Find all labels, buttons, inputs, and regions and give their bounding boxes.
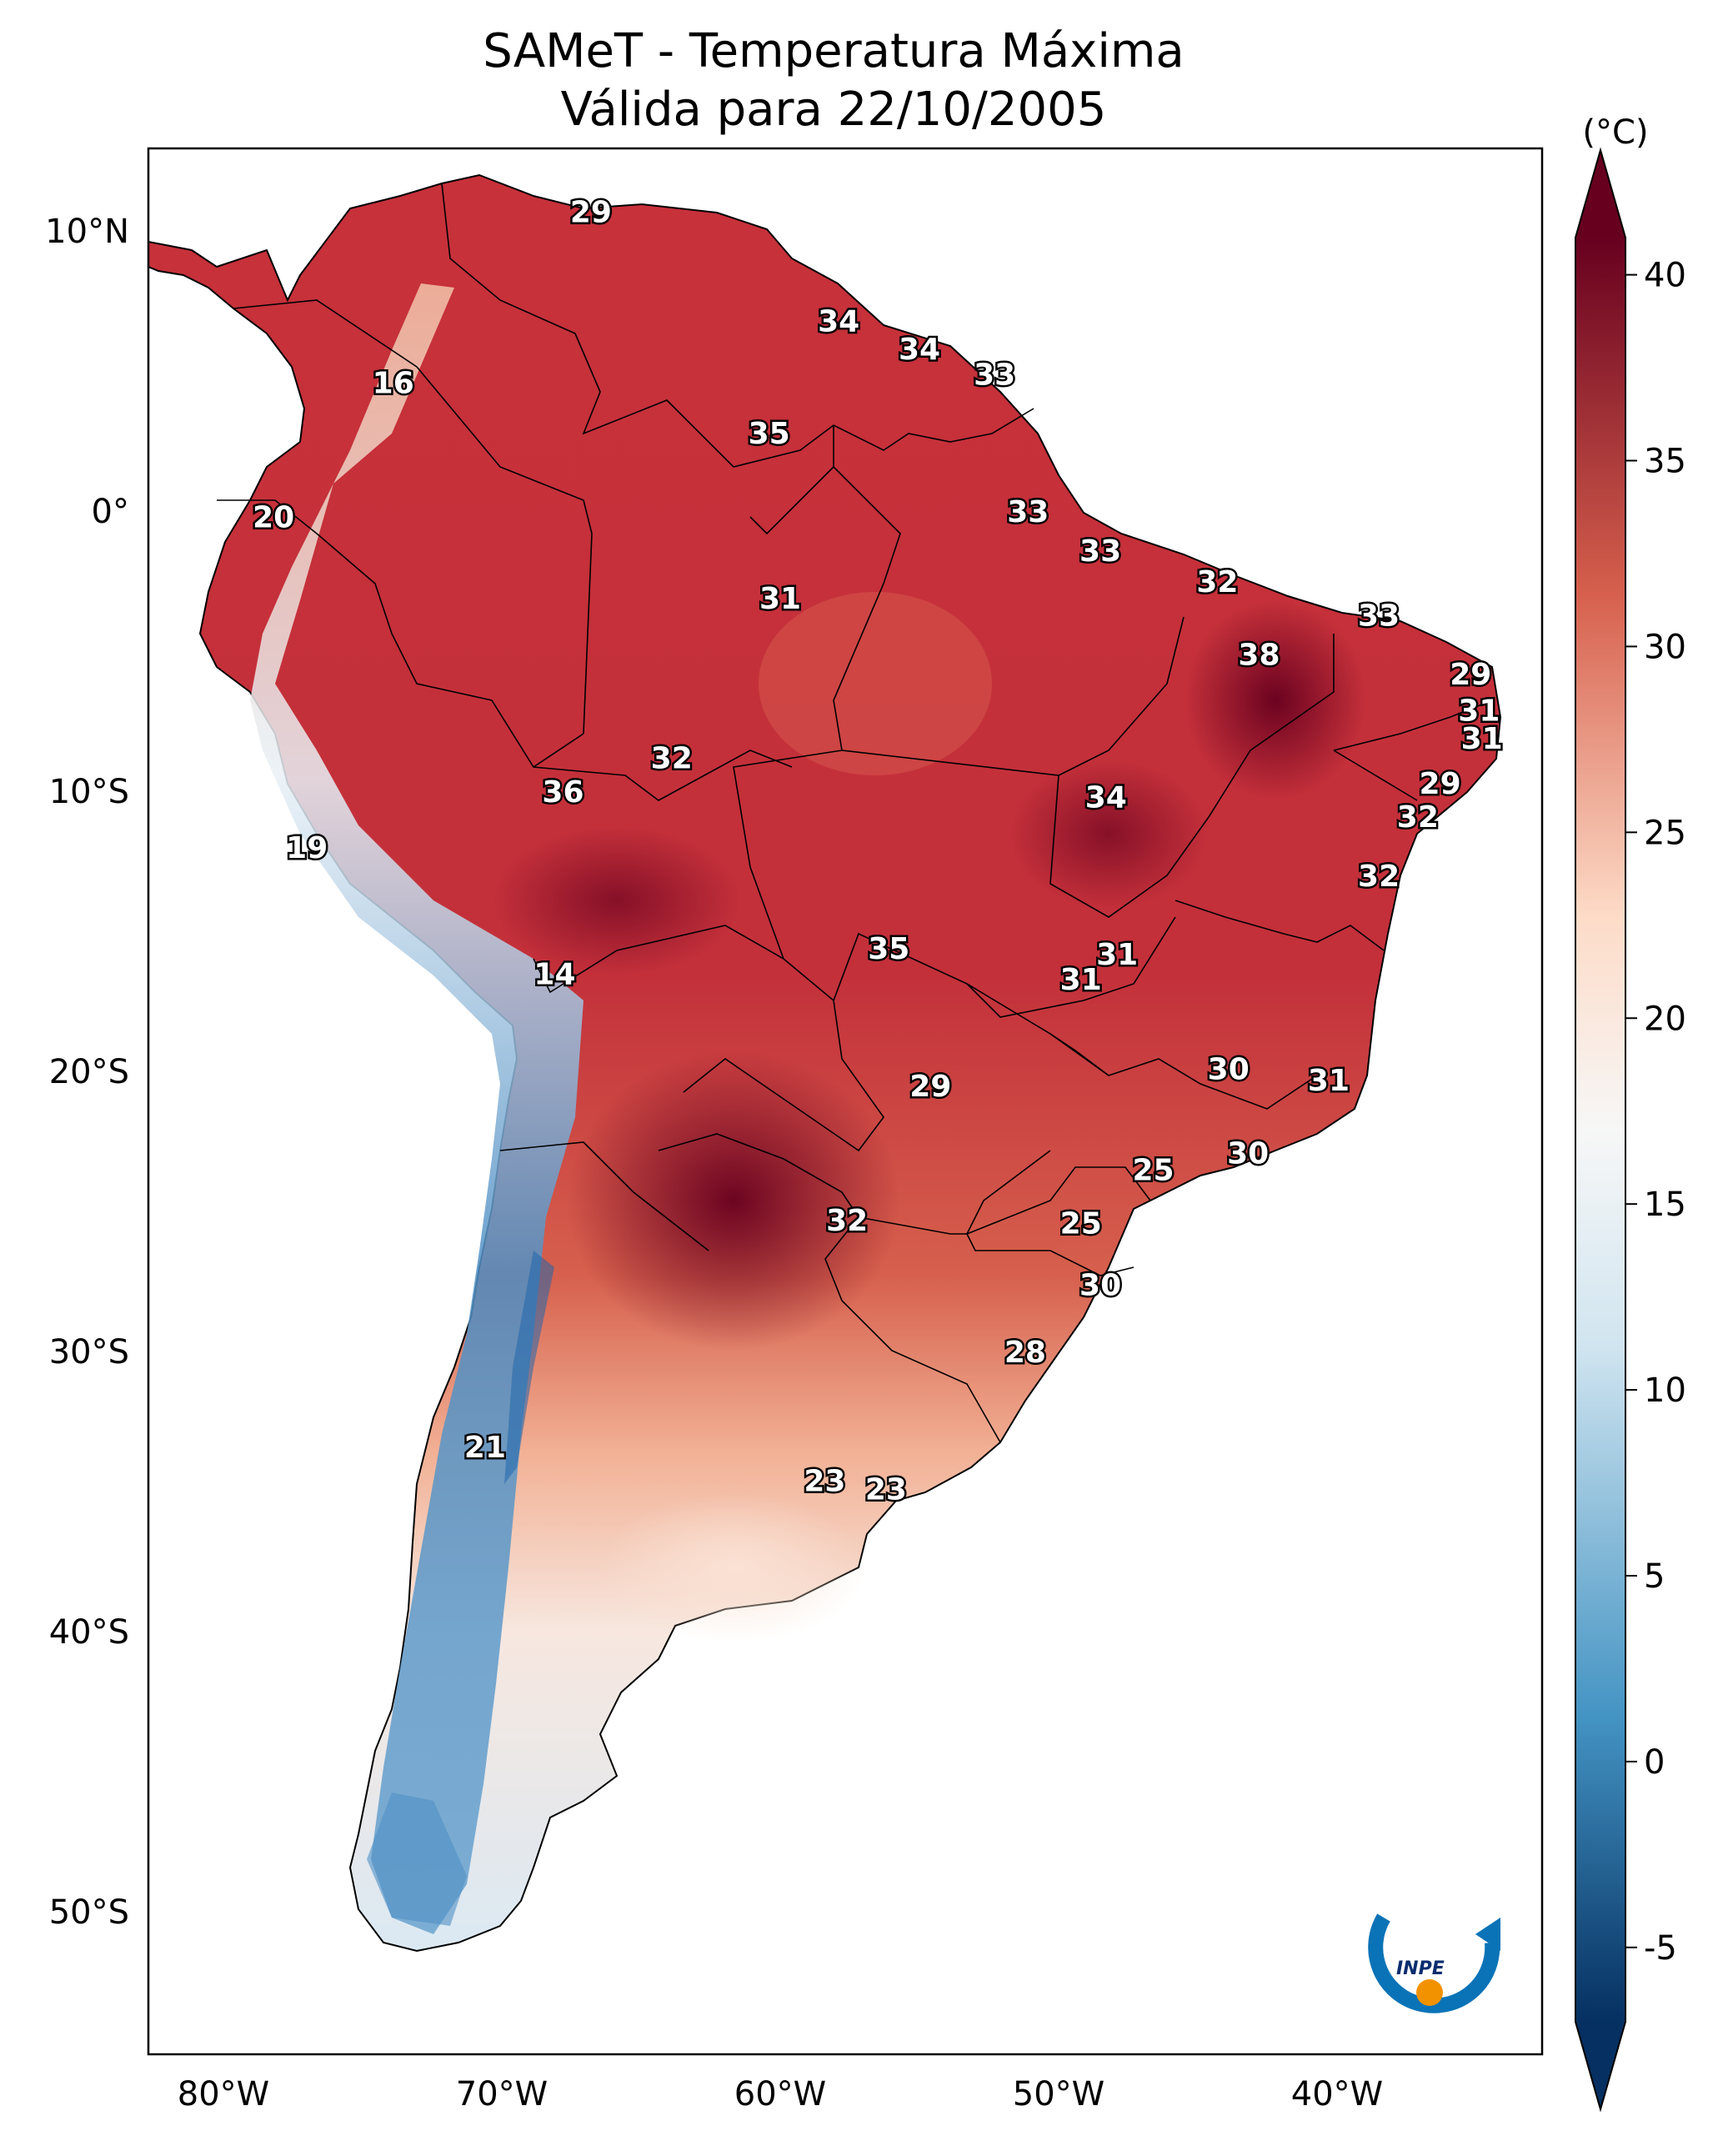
- colorbar-top-extension: [1575, 150, 1625, 238]
- colorbar-tick-label: 20: [1644, 1000, 1686, 1038]
- station-temperature-label: 31: [1060, 963, 1102, 997]
- station-temperature-label: 32: [651, 742, 693, 776]
- station-temperature-label: 29: [1420, 767, 1461, 801]
- station-temperature-label: 36: [542, 775, 584, 810]
- station-temperature-label: 32: [1358, 860, 1400, 894]
- station-temperature-label: 29: [1450, 658, 1491, 692]
- colorbar-bottom-extension: [1575, 2022, 1625, 2109]
- station-temperature-label: 34: [1085, 781, 1127, 815]
- mild-zone-pampas: [600, 1492, 867, 1642]
- map-title-line1: SAMeT - Temperatura Máxima: [483, 24, 1185, 78]
- map-frame: [147, 147, 1544, 2056]
- latitude-axis: 10°N 0° 10°S 20°S 30°S 40°S 50°S: [45, 213, 129, 1932]
- station-temperature-label: 35: [868, 932, 909, 966]
- colorbar-tick-label: -5: [1644, 1929, 1677, 1968]
- longitude-label: 60°W: [734, 2075, 826, 2113]
- station-temperature-label: 25: [1060, 1206, 1102, 1241]
- station-temperature-label: 31: [1096, 938, 1138, 972]
- station-temperature-label: 21: [464, 1431, 506, 1465]
- colorbar-tick-label: 25: [1644, 814, 1686, 852]
- andes-deep-cold: [504, 1251, 554, 1484]
- station-temperature-label: 38: [1238, 638, 1280, 672]
- colorbar: (°C) 40 35 30 25 20 15 10 5 0 -5: [1575, 113, 1686, 2113]
- colorbar-outline: [1575, 147, 1626, 2113]
- station-temperature-label: 31: [1308, 1064, 1350, 1098]
- station-temperature-label: 32: [1397, 800, 1439, 835]
- hot-zone-bolivia: [492, 825, 742, 975]
- colorbar-tick-label: 40: [1644, 257, 1686, 295]
- latitude-label: 20°S: [49, 1053, 129, 1091]
- station-temperature-label: 19: [286, 831, 328, 865]
- colorbar-unit-label: (°C): [1582, 113, 1648, 152]
- longitude-label: 40°W: [1291, 2075, 1383, 2113]
- station-temperature-label: 20: [253, 501, 294, 535]
- hot-zone-chaco: [567, 1050, 900, 1351]
- map-area: [148, 148, 1542, 2054]
- map-title-line2: Válida para 22/10/2005: [561, 83, 1107, 137]
- station-temperature-label: 29: [909, 1070, 951, 1104]
- longitude-label: 80°W: [178, 2075, 269, 2113]
- station-temperature-label: 30: [1227, 1136, 1269, 1171]
- station-temperature-label: 29: [570, 195, 612, 229]
- station-temperature-label: 35: [749, 417, 790, 451]
- station-temperature-label: 30: [1208, 1053, 1250, 1087]
- station-temperature-label: 31: [759, 582, 801, 616]
- inpe-logo: INPE: [1368, 1913, 1500, 2013]
- logo-dot: [1416, 1979, 1443, 2006]
- colorbar-tick-label: 10: [1644, 1371, 1686, 1410]
- latitude-label: 50°S: [49, 1893, 129, 1932]
- patagonia-ice: [367, 1792, 467, 1926]
- latitude-label: 10°S: [49, 773, 129, 811]
- longitude-label: 50°W: [1013, 2075, 1104, 2113]
- station-temperature-label: 34: [899, 333, 940, 367]
- station-temperature-label: 16: [373, 366, 414, 400]
- latitude-label: 0°: [92, 493, 129, 531]
- station-temperature-label: 28: [1004, 1336, 1046, 1370]
- state-borders: [533, 425, 1493, 1276]
- colorbar-tick-label: 30: [1644, 628, 1686, 666]
- mild-zone-para: [759, 592, 992, 775]
- station-temperature-label: 34: [818, 305, 859, 339]
- station-temperature-label: 25: [1133, 1154, 1175, 1188]
- colorbar-ticks: 40 35 30 25 20 15 10 5 0 -5: [1625, 257, 1686, 1968]
- hot-zone-tocantins: [1009, 759, 1209, 909]
- station-temperature-label: 33: [974, 358, 1015, 392]
- station-temperature-label: 33: [1007, 495, 1049, 529]
- station-temperature-label: 32: [826, 1204, 868, 1238]
- colorbar-body: [1575, 238, 1625, 2022]
- logo-swoosh: [1368, 1913, 1500, 2013]
- logo-arrow: [1475, 1918, 1500, 1951]
- latitude-label: 10°N: [45, 213, 129, 251]
- station-temperature-label: 33: [1079, 534, 1121, 569]
- colorbar-tick-label: 5: [1644, 1557, 1665, 1596]
- longitude-axis: 80°W 70°W 60°W 50°W 40°W: [178, 2075, 1383, 2113]
- station-temperature-label: 23: [804, 1465, 845, 1499]
- station-temperature-label: 31: [1461, 722, 1503, 756]
- station-temperature-label: 33: [1358, 599, 1400, 633]
- andes-cold-strip: [250, 283, 584, 1934]
- colorbar-tick-label: 0: [1644, 1743, 1665, 1782]
- colorbar-tick-label: 15: [1644, 1186, 1686, 1224]
- hot-zone-piaui: [1184, 600, 1367, 800]
- latitude-label: 30°S: [49, 1333, 129, 1371]
- station-temperature-label: 32: [1196, 565, 1238, 599]
- station-temperature-label: 23: [865, 1473, 907, 1507]
- station-temperature-label: 31: [1458, 694, 1500, 729]
- station-temperature-label: 14: [533, 957, 575, 991]
- latitude-label: 40°S: [49, 1613, 129, 1652]
- longitude-label: 70°W: [456, 2075, 548, 2113]
- colorbar-tick-label: 35: [1644, 443, 1686, 481]
- logo-text: INPE: [1396, 1958, 1445, 1979]
- station-temperature-label: 30: [1079, 1268, 1121, 1302]
